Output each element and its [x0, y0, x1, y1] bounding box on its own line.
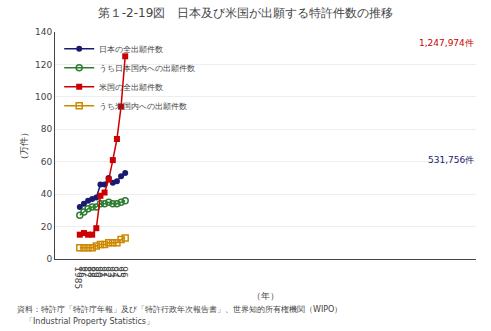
svg-text:60: 60	[41, 157, 53, 167]
svg-text:88: 88	[86, 266, 96, 278]
svg-text:86: 86	[77, 266, 87, 278]
svg-text:120: 120	[35, 60, 52, 70]
svg-text:87: 87	[82, 266, 92, 277]
svg-text:90: 90	[94, 266, 104, 278]
svg-text:92: 92	[102, 266, 112, 277]
svg-text:米国の全出願件数: 米国の全出願件数	[99, 83, 163, 92]
svg-text:96: 96	[119, 266, 129, 278]
svg-text:93: 93	[106, 266, 116, 277]
svg-text:「Industrial Property Statistic: 「Industrial Property Statistics」	[17, 317, 154, 326]
svg-text:531,756件: 531,756件	[428, 155, 474, 165]
svg-text:95: 95	[115, 266, 125, 277]
svg-text:100: 100	[35, 92, 52, 102]
svg-text:（年）: （年）	[252, 291, 279, 301]
svg-text:140: 140	[35, 27, 52, 37]
svg-text:40: 40	[41, 189, 53, 199]
svg-text:1985: 1985	[73, 266, 83, 289]
svg-text:91: 91	[98, 266, 108, 277]
svg-text:資料：特許庁「特許庁年報」及び「特許行政年次報告書」、世界知: 資料：特許庁「特許庁年報」及び「特許行政年次報告書」、世界知的所有権機関（WIP…	[17, 305, 342, 314]
svg-text:80: 80	[41, 124, 53, 134]
svg-text:第１-2-19図 日本及び米国が出願する特許件数の推移: 第１-2-19図 日本及び米国が出願する特許件数の推移	[98, 6, 394, 20]
svg-text:0: 0	[46, 254, 52, 264]
svg-text:うち米国内への出願件数: うち米国内への出願件数	[99, 102, 187, 111]
svg-text:89: 89	[90, 266, 100, 278]
svg-text:（万件）: （万件）	[19, 128, 29, 164]
svg-text:1,247,974件: 1,247,974件	[419, 38, 474, 48]
svg-text:94: 94	[110, 266, 120, 278]
svg-text:うち日本国内への出願件数: うち日本国内への出願件数	[99, 64, 195, 73]
svg-text:日本の全出願件数: 日本の全出願件数	[99, 45, 163, 54]
svg-text:20: 20	[41, 222, 53, 232]
